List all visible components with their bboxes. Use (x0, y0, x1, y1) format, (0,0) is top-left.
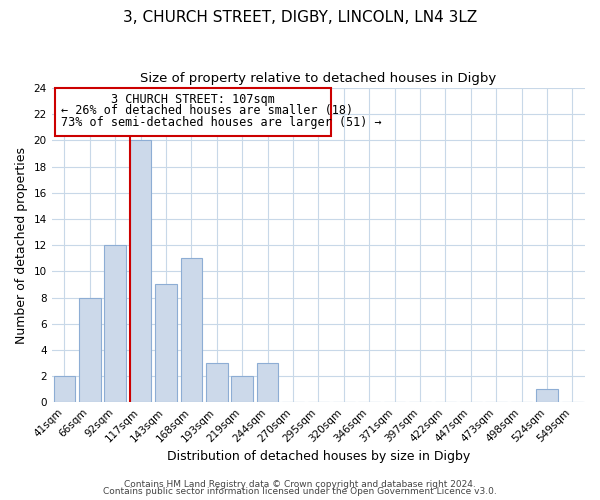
Bar (206, 363, 227, 402)
Bar (257, 363, 278, 402)
X-axis label: Distribution of detached houses by size in Digby: Distribution of detached houses by size … (167, 450, 470, 462)
Title: Size of property relative to detached houses in Digby: Size of property relative to detached ho… (140, 72, 496, 86)
Bar (79, 298, 101, 402)
Bar (55, 88, 331, 136)
Bar (104, 245, 126, 402)
Bar (181, 258, 202, 402)
Text: ← 26% of detached houses are smaller (18): ← 26% of detached houses are smaller (18… (61, 104, 353, 117)
Bar (536, 389, 557, 402)
Text: 3 CHURCH STREET: 107sqm: 3 CHURCH STREET: 107sqm (112, 92, 275, 106)
Bar (155, 284, 177, 402)
Text: 3, CHURCH STREET, DIGBY, LINCOLN, LN4 3LZ: 3, CHURCH STREET, DIGBY, LINCOLN, LN4 3L… (123, 10, 477, 25)
Y-axis label: Number of detached properties: Number of detached properties (15, 146, 28, 344)
Bar (53, 376, 75, 402)
Bar (232, 376, 253, 402)
Text: 73% of semi-detached houses are larger (51) →: 73% of semi-detached houses are larger (… (61, 116, 381, 128)
Text: Contains public sector information licensed under the Open Government Licence v3: Contains public sector information licen… (103, 487, 497, 496)
Bar (130, 140, 151, 402)
Text: Contains HM Land Registry data © Crown copyright and database right 2024.: Contains HM Land Registry data © Crown c… (124, 480, 476, 489)
